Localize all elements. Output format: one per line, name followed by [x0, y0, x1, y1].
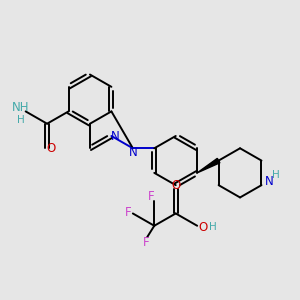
Text: O: O	[198, 221, 208, 234]
Text: N: N	[265, 175, 274, 188]
Text: O: O	[171, 179, 180, 192]
Text: H: H	[17, 115, 25, 125]
Text: F: F	[148, 190, 155, 202]
Text: H: H	[272, 170, 280, 180]
Text: F: F	[142, 236, 149, 249]
Text: NH: NH	[12, 101, 29, 115]
Text: F: F	[124, 206, 131, 218]
Text: H: H	[209, 222, 217, 232]
Text: O: O	[47, 142, 56, 155]
Text: N: N	[128, 146, 137, 159]
Text: N: N	[111, 130, 119, 143]
Polygon shape	[197, 158, 220, 173]
